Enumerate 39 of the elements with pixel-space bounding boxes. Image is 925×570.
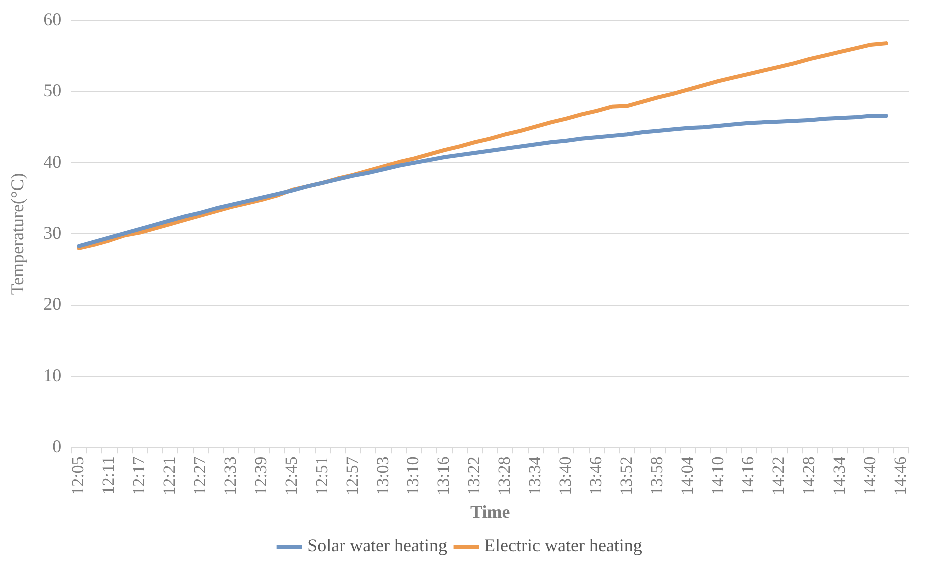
- x-tick-label: 13:40: [556, 456, 575, 496]
- x-tick-label: 14:34: [830, 456, 850, 496]
- y-tick-label: 60: [44, 10, 62, 30]
- y-tick-label: 50: [44, 80, 62, 101]
- x-tick-label: 14:16: [738, 456, 758, 496]
- x-tick-label: 13:28: [495, 456, 514, 496]
- x-tick-label: 13:22: [464, 456, 484, 496]
- y-tick-label: 0: [52, 436, 62, 456]
- x-tick-label: 13:46: [586, 456, 606, 496]
- x-axis-title: Time: [470, 502, 510, 522]
- x-tick-label: 12:39: [251, 456, 270, 496]
- x-tick-label: 12:33: [220, 456, 240, 496]
- x-tick-label: 14:22: [769, 456, 788, 496]
- x-tick-label: 12:51: [312, 456, 332, 496]
- y-axis-title: Temperature(°C): [8, 173, 28, 296]
- y-tick-label: 30: [44, 222, 62, 243]
- x-tick-label: 12:11: [99, 456, 118, 495]
- x-tick-label: 14:04: [678, 456, 697, 496]
- x-tick-label: 14:40: [860, 456, 880, 496]
- x-tick-label: 14:46: [891, 456, 910, 496]
- x-tick-label: 12:27: [190, 456, 210, 496]
- x-tick-label: 13:10: [404, 456, 423, 496]
- y-tick-label: 10: [44, 365, 62, 386]
- x-tick-label: 14:28: [800, 456, 819, 496]
- x-tick-label: 12:45: [282, 456, 301, 496]
- x-tick-label: 13:16: [434, 456, 454, 496]
- x-tick-label: 14:10: [708, 456, 728, 496]
- x-tick-label: 12:21: [160, 456, 180, 496]
- x-tick-label: 12:17: [130, 456, 149, 496]
- x-tick-label: 13:58: [647, 456, 666, 496]
- legend-label: Electric water heating: [484, 536, 642, 556]
- y-tick-label: 40: [44, 152, 62, 172]
- x-tick-label: 13:34: [526, 456, 545, 496]
- x-tick-label: 13:03: [373, 456, 392, 496]
- x-tick-label: 13:52: [616, 456, 636, 496]
- x-tick-label: 12:05: [68, 456, 88, 496]
- y-tick-label: 20: [44, 294, 62, 314]
- x-tick-label: 12:57: [342, 456, 362, 496]
- legend-label: Solar water heating: [308, 536, 448, 556]
